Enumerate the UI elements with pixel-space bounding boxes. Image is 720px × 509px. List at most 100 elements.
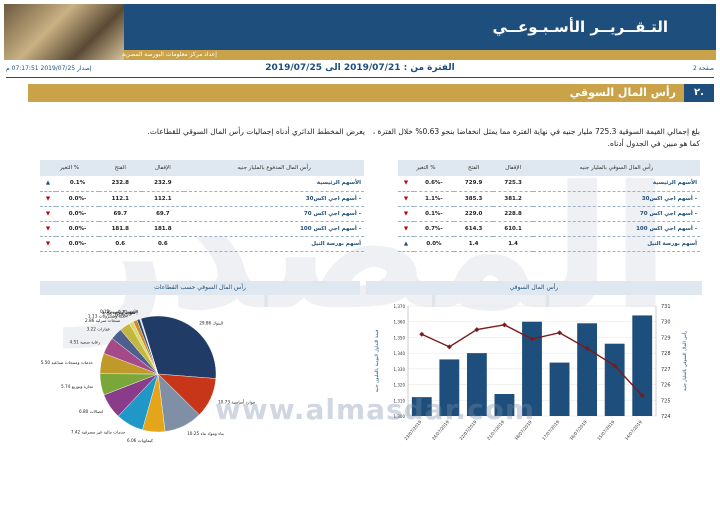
table-row: - أسهم اجي اكس 70 228.8 229.0 -0.1% ▼ — [398, 206, 700, 222]
paid-capital-cell-close: 181.8 — [141, 221, 185, 237]
bar — [522, 321, 542, 416]
y-tick-left: 1,350 — [394, 335, 406, 340]
y-tick-left: 1,320 — [394, 383, 406, 388]
section-number: ٢. — [684, 84, 714, 102]
y-axis-label-right: رأس المال السوقي بالمليار جنيه — [681, 331, 688, 391]
pie-label: رعاية صحية 4.51 — [69, 340, 100, 345]
paid-capital-header-3: % التغير — [40, 160, 99, 176]
market-cap-cell-close: 228.8 — [493, 206, 533, 222]
issue-date: إصدار 2019/07/25 07:17:51 م — [6, 65, 92, 72]
y-tick-right: 726 — [661, 383, 671, 389]
pie-label: غاز وبترول 1.08 — [103, 311, 133, 316]
section-title: رأس المال السوقي — [569, 86, 676, 99]
market-cap-table: رأس المال السوقي بالمليار جنيه الإقفال الف… — [398, 160, 700, 252]
report-header: التـقــريــر الأسـبـوعــي إعداد مركز معل… — [4, 4, 716, 60]
x-tick-label: 16/07/2019 — [569, 419, 589, 441]
header-photo — [4, 4, 124, 60]
sector-pie-chart: البنوك 29.86 موارد أساسية 10.73 بناء ومواد… — [41, 309, 255, 443]
paid-capital-cell-open: 232.8 — [98, 176, 142, 192]
market-cap-header-3: % التغير — [398, 160, 454, 176]
bar — [494, 394, 515, 416]
paid-capital-cell-change: 0.1% — [56, 176, 99, 192]
table-row: أسهم بورصة النيل 1.4 1.4 0.0% ▲ — [398, 236, 700, 252]
market-cap-cell-open: 385.3 — [453, 191, 494, 207]
y-tick-left: 1,330 — [394, 367, 406, 372]
paid-capital-cell-name: - أسهم اجي اكس30 — [184, 191, 364, 207]
paid-capital-header-2: الفتح — [98, 160, 142, 176]
market-cap-cell-change: 0.0% — [414, 236, 454, 252]
market-cap-cell-name: - أسهم اجي اكس30 — [532, 191, 700, 207]
market-cap-header-2: الفتح — [453, 160, 494, 176]
market-cap-cell-open: 729.9 — [453, 176, 494, 192]
pie-slice — [140, 318, 159, 375]
y-tick-right: 725 — [661, 398, 671, 404]
market-cap-cell-close: 381.2 — [493, 191, 533, 207]
y-tick-left: 1,370 — [394, 304, 406, 309]
line-point — [557, 330, 563, 336]
paid-capital-header-1: الإقفال — [141, 160, 185, 176]
y-tick-left: 1,300 — [394, 414, 406, 419]
bar — [604, 343, 625, 416]
y-tick-right: 729 — [661, 335, 671, 341]
paid-capital-cell-open: 69.7 — [98, 206, 142, 222]
report-meta: إصدار 2019/07/25 07:17:51 م الفترة من : … — [6, 63, 714, 77]
paragraph-market-value: بلغ إجمالي القيمة السوقية 725.3 مليار جن… — [372, 127, 700, 148]
paid-capital-cell-name: الأسهم الرئيسية — [184, 176, 364, 192]
line-point — [419, 331, 425, 337]
line-point — [529, 336, 535, 342]
pie-label: أغذية ومشروبات 1.13 — [88, 312, 128, 318]
paid-capital-cell-name: - أسهم اجي اكس 100 — [184, 221, 364, 237]
line-point — [474, 327, 480, 333]
table-row: - أسهم اجي اكس30 112.1 112.1 -0.0% ▼ — [40, 191, 364, 207]
pie-label: الأسهم الرئيسية 0.13 — [100, 309, 138, 314]
pie-label: سياحة وترفيه 0.75 — [102, 310, 136, 315]
market-cap-cell-name: أسهم بورصة النيل — [532, 236, 700, 252]
arrow-down-icon: ▼ — [398, 206, 414, 222]
y-tick-right: 731 — [661, 304, 671, 310]
paid-capital-cell-close: 0.6 — [141, 236, 185, 252]
bar — [577, 323, 598, 416]
bar — [439, 359, 460, 416]
arrow-up-icon: ▲ — [40, 176, 56, 192]
line-point — [612, 363, 618, 369]
pie-label: اتصالات 6.80 — [79, 409, 103, 414]
pie-label: خدمات ومنتجات صناعية 5.50 — [41, 360, 94, 365]
market-cap-cell-close: 725.3 — [493, 176, 533, 192]
market-cap-cell-open: 229.0 — [453, 206, 494, 222]
market-cap-cell-change: -0.6% — [414, 176, 454, 192]
bar — [549, 362, 570, 416]
paid-capital-cell-change: -0.0% — [56, 221, 99, 237]
market-cap-cell-change: -0.1% — [414, 206, 454, 222]
bar — [632, 315, 653, 416]
y-tick-left: 1,360 — [394, 320, 406, 325]
market-cap-cell-name: - أسهم اجي اكس 100 — [532, 221, 700, 237]
pie-label: موارد أساسية 10.73 — [218, 398, 255, 404]
table-row: - أسهم اجي اكس30 381.2 385.3 -1.1% ▼ — [398, 191, 700, 207]
section-banner: ٢. رأس المال السوقي — [28, 84, 714, 102]
market-cap-cell-name: - أسهم اجي اكس 70 — [532, 206, 700, 222]
pie-label: كيماويات 6.06 — [127, 438, 153, 443]
chart-title-sectors: رأس المال السوقي حسب القطاعات — [40, 281, 360, 295]
pie-label: عقارات 3.22 — [87, 326, 111, 331]
y-tick-left: 1,340 — [394, 351, 406, 356]
table-row: - أسهم اجي اكس 70 69.7 69.7 -0.0% ▼ — [40, 206, 364, 222]
chart-title-market-cap: رأس المال السوقي — [366, 281, 702, 295]
page-number: صفحة 2 — [693, 65, 714, 72]
bar — [466, 353, 487, 416]
table-row: - أسهم اجي اكس 100 610.1 614.3 -0.7% ▼ — [398, 221, 700, 237]
paid-capital-cell-name: أسهم بورصة النيل — [184, 236, 364, 252]
bar — [411, 397, 432, 416]
market-cap-header-1: الإقفال — [493, 160, 533, 176]
table-row: - أسهم اجي اكس 100 181.8 181.8 -0.0% ▼ — [40, 221, 364, 237]
pie-label: خدمات مالية غير مصرفية 7.42 — [71, 429, 126, 434]
paragraph-sectors: يعرض المخطط الدائري أدناه إجماليات رأس ا… — [147, 127, 365, 136]
y-axis-label-left: قيمة التداول اليومية بالمليون جنيه — [375, 330, 380, 393]
pie-label: البنوك 29.86 — [199, 320, 223, 325]
paid-capital-cell-open: 0.6 — [98, 236, 142, 252]
market-cap-bar-line-chart: 1,300 1,310 1,320 1,330 1,340 1,350 1,360 1,370… — [375, 304, 688, 441]
arrow-up-icon: ▲ — [398, 236, 414, 252]
market-cap-cell-change: -1.1% — [414, 191, 454, 207]
market-cap-header-0: رأس المال السوقي بالمليار جنيه — [532, 160, 700, 176]
paid-capital-cell-open: 112.1 — [98, 191, 142, 207]
arrow-down-icon: ▼ — [40, 236, 56, 252]
